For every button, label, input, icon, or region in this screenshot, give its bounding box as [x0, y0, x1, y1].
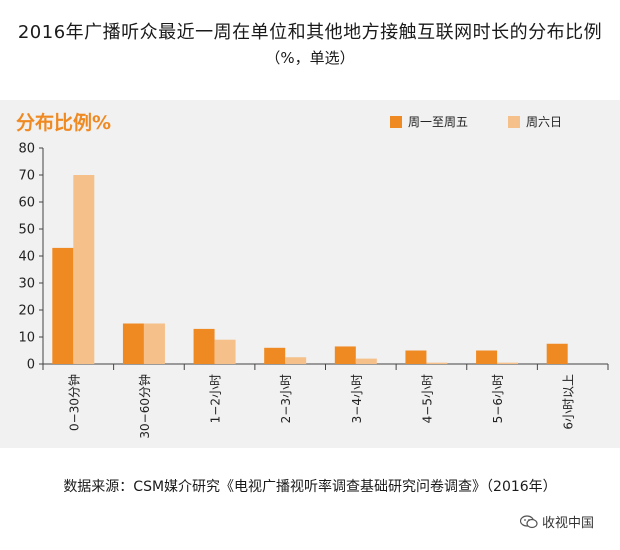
- bar-series1: [546, 343, 568, 364]
- legend-swatch-series1: [390, 116, 402, 128]
- legend-item-series2: 周六日: [508, 113, 562, 130]
- x-category-label: 3−4小时: [350, 374, 364, 423]
- bar-series2: [285, 357, 307, 364]
- y-tick-label: 60: [18, 196, 35, 211]
- legend-swatch-series2: [508, 116, 520, 128]
- bar-series1: [264, 347, 286, 364]
- y-tick-label: 70: [18, 169, 35, 184]
- y-tick-label: 30: [18, 277, 35, 292]
- chart-title: 2016年广播听众最近一周在单位和其他地方接触互联网时长的分布比例: [17, 22, 603, 43]
- x-category-label: 4−5小时: [420, 374, 434, 423]
- y-tick-label: 20: [18, 304, 35, 319]
- legend-label-series1: 周一至周五: [408, 115, 469, 129]
- y-axis-unit-label: 分布比例%: [16, 112, 112, 134]
- bar-series2: [426, 362, 448, 364]
- bar-series1: [476, 350, 498, 364]
- y-tick-label: 80: [18, 142, 35, 157]
- y-tick-label: 50: [18, 223, 35, 238]
- bar-series1: [52, 247, 74, 364]
- y-tick-label: 10: [18, 331, 35, 346]
- bar-series2: [214, 339, 236, 364]
- bar-series2: [497, 362, 519, 364]
- legend-label-series2: 周六日: [526, 115, 563, 129]
- x-category-label: 0−30分钟: [66, 374, 81, 431]
- bar-series1: [122, 323, 144, 364]
- x-category-label: 30−60分钟: [137, 374, 152, 439]
- watermark-text: 收视中国: [542, 516, 595, 531]
- y-tick-label: 40: [18, 250, 35, 265]
- x-category-label: 2−3小时: [279, 374, 293, 423]
- bar-series1: [405, 350, 427, 364]
- y-tick-label: 0: [27, 358, 35, 373]
- bar-series2: [73, 175, 95, 364]
- bar-series2: [143, 323, 165, 364]
- watermark: 收视中国: [520, 512, 594, 531]
- x-category-label: 6小时以上: [562, 374, 576, 430]
- chart-panel: [0, 100, 620, 448]
- x-category-label: 5−6小时: [491, 374, 505, 423]
- source-note: 数据来源：CSM媒介研究《电视广播视听率调查基础研究问卷调查》（2016年）: [63, 479, 557, 495]
- bar-series1: [193, 328, 215, 364]
- bar-series2: [355, 358, 377, 364]
- wechat-icon: [520, 515, 538, 529]
- legend-item-series1: 周一至周五: [390, 113, 468, 130]
- bar-series1: [334, 346, 356, 364]
- chart-subtitle: （%，单选）: [265, 49, 355, 67]
- x-category-label: 1−2小时: [209, 374, 223, 423]
